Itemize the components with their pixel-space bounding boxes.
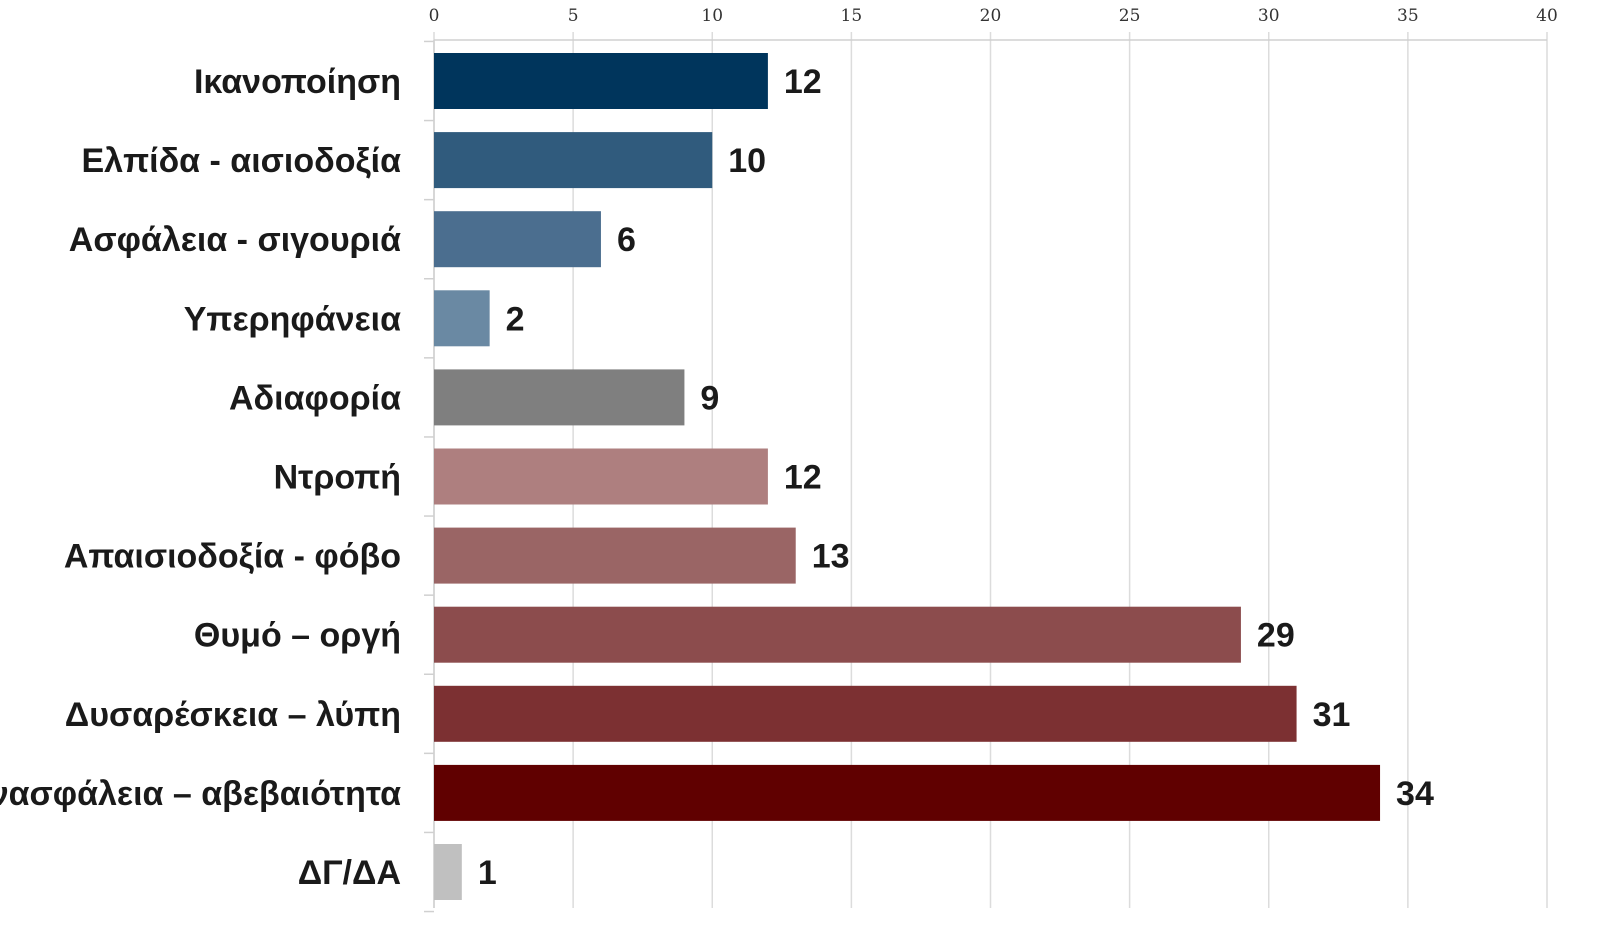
x-tick-label: 25 [1119, 6, 1141, 26]
x-tick-label: 20 [980, 6, 1002, 26]
category-label: Αδιαφορία [229, 379, 401, 417]
category-label: ΔΓ/ΔΑ [298, 854, 401, 892]
value-label: 2 [506, 300, 525, 338]
x-tick-label: 40 [1536, 6, 1558, 26]
category-label: Απαισιοδοξία - φόβο [64, 538, 401, 576]
value-label: 6 [617, 221, 636, 259]
category-label: Ντροπή [274, 459, 401, 497]
category-label: Ανασφάλεια – αβεβαιότητα [0, 775, 401, 813]
value-label: 29 [1257, 617, 1295, 655]
bars [434, 53, 1381, 900]
value-label: 31 [1313, 696, 1351, 734]
bar [434, 211, 601, 268]
value-label: 34 [1396, 775, 1434, 813]
category-label: Θυμό – οργή [194, 617, 401, 655]
bar [434, 448, 768, 505]
bar [434, 369, 685, 426]
value-label: 9 [700, 379, 719, 417]
x-tick-label: 30 [1258, 6, 1280, 26]
x-tick-label: 35 [1397, 6, 1419, 26]
x-tick-label: 0 [429, 6, 440, 26]
category-label: Ικανοποίηση [194, 63, 401, 101]
value-label: 12 [784, 459, 822, 497]
x-tick-label: 5 [568, 6, 579, 26]
category-label: Ασφάλεια - σιγουριά [69, 221, 401, 259]
category-label: Υπερηφάνεια [184, 300, 401, 338]
bar [434, 685, 1297, 742]
bar [434, 53, 768, 109]
value-label: 12 [784, 63, 822, 101]
bar [434, 527, 796, 584]
bar [434, 844, 462, 900]
bar [434, 132, 713, 189]
x-tick-label: 10 [701, 6, 723, 26]
value-label: 1 [478, 854, 497, 892]
x-tick-label: 15 [841, 6, 863, 26]
bar [434, 764, 1381, 821]
category-label: Ελπίδα - αισιοδοξία [82, 142, 402, 180]
value-label: 10 [728, 142, 766, 180]
value-label: 13 [812, 538, 850, 576]
bar [434, 290, 490, 347]
bar [434, 606, 1241, 663]
category-labels: Ικανοποίηση Ελπίδα - αισιοδοξία Ασφάλεια -… [0, 63, 401, 892]
x-tick-labels: 0 5 10 15 20 25 30 35 40 [429, 6, 1558, 26]
category-label: Δυσαρέσκεια – λύπη [65, 696, 401, 734]
